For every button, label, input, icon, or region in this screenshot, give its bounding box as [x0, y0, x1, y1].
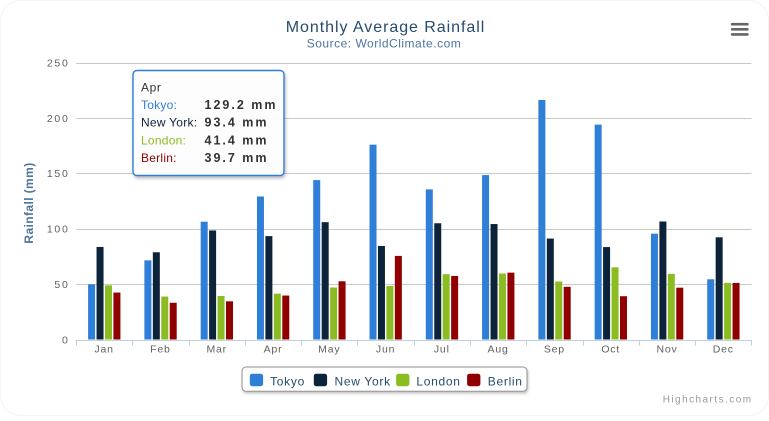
- svg-text:Berlin:: Berlin:: [141, 151, 177, 165]
- svg-text:Highcharts.com: Highcharts.com: [663, 394, 753, 405]
- svg-text:Apr: Apr: [141, 81, 161, 95]
- svg-text:Feb: Feb: [150, 343, 171, 355]
- svg-text:200: 200: [47, 113, 70, 125]
- svg-text:New York: New York: [335, 374, 392, 388]
- svg-text:Mar: Mar: [206, 343, 226, 355]
- svg-text:Aug: Aug: [488, 343, 509, 355]
- svg-text:Sep: Sep: [544, 343, 565, 355]
- svg-text:May: May: [318, 343, 340, 355]
- svg-text:Dec: Dec: [713, 343, 734, 355]
- svg-text:New York:: New York:: [141, 116, 197, 130]
- svg-text:Tokyo:: Tokyo:: [141, 98, 177, 112]
- svg-text:London:: London:: [141, 133, 186, 147]
- svg-text:250: 250: [47, 58, 70, 70]
- svg-text:Tokyo: Tokyo: [270, 374, 305, 388]
- svg-text:Jul: Jul: [434, 343, 450, 355]
- svg-text:Berlin: Berlin: [488, 374, 523, 388]
- svg-text:Apr: Apr: [264, 343, 283, 355]
- svg-text:150: 150: [47, 168, 70, 180]
- svg-text:Oct: Oct: [601, 343, 620, 355]
- svg-text:Jun: Jun: [376, 343, 395, 355]
- svg-text:Jan: Jan: [94, 343, 113, 355]
- svg-text:93.4 mm: 93.4 mm: [205, 116, 269, 130]
- svg-text:London: London: [416, 374, 460, 388]
- svg-text:Source: WorldClimate.com: Source: WorldClimate.com: [307, 37, 462, 51]
- svg-text:0: 0: [62, 334, 70, 346]
- svg-text:Monthly Average Rainfall: Monthly Average Rainfall: [286, 19, 486, 36]
- svg-text:Rainfall (mm): Rainfall (mm): [22, 162, 36, 243]
- svg-text:100: 100: [47, 224, 70, 236]
- svg-text:50: 50: [54, 279, 69, 291]
- svg-text:Nov: Nov: [656, 343, 677, 355]
- svg-text:129.2 mm: 129.2 mm: [205, 98, 278, 112]
- svg-text:39.7 mm: 39.7 mm: [205, 151, 269, 165]
- svg-text:41.4 mm: 41.4 mm: [205, 133, 269, 147]
